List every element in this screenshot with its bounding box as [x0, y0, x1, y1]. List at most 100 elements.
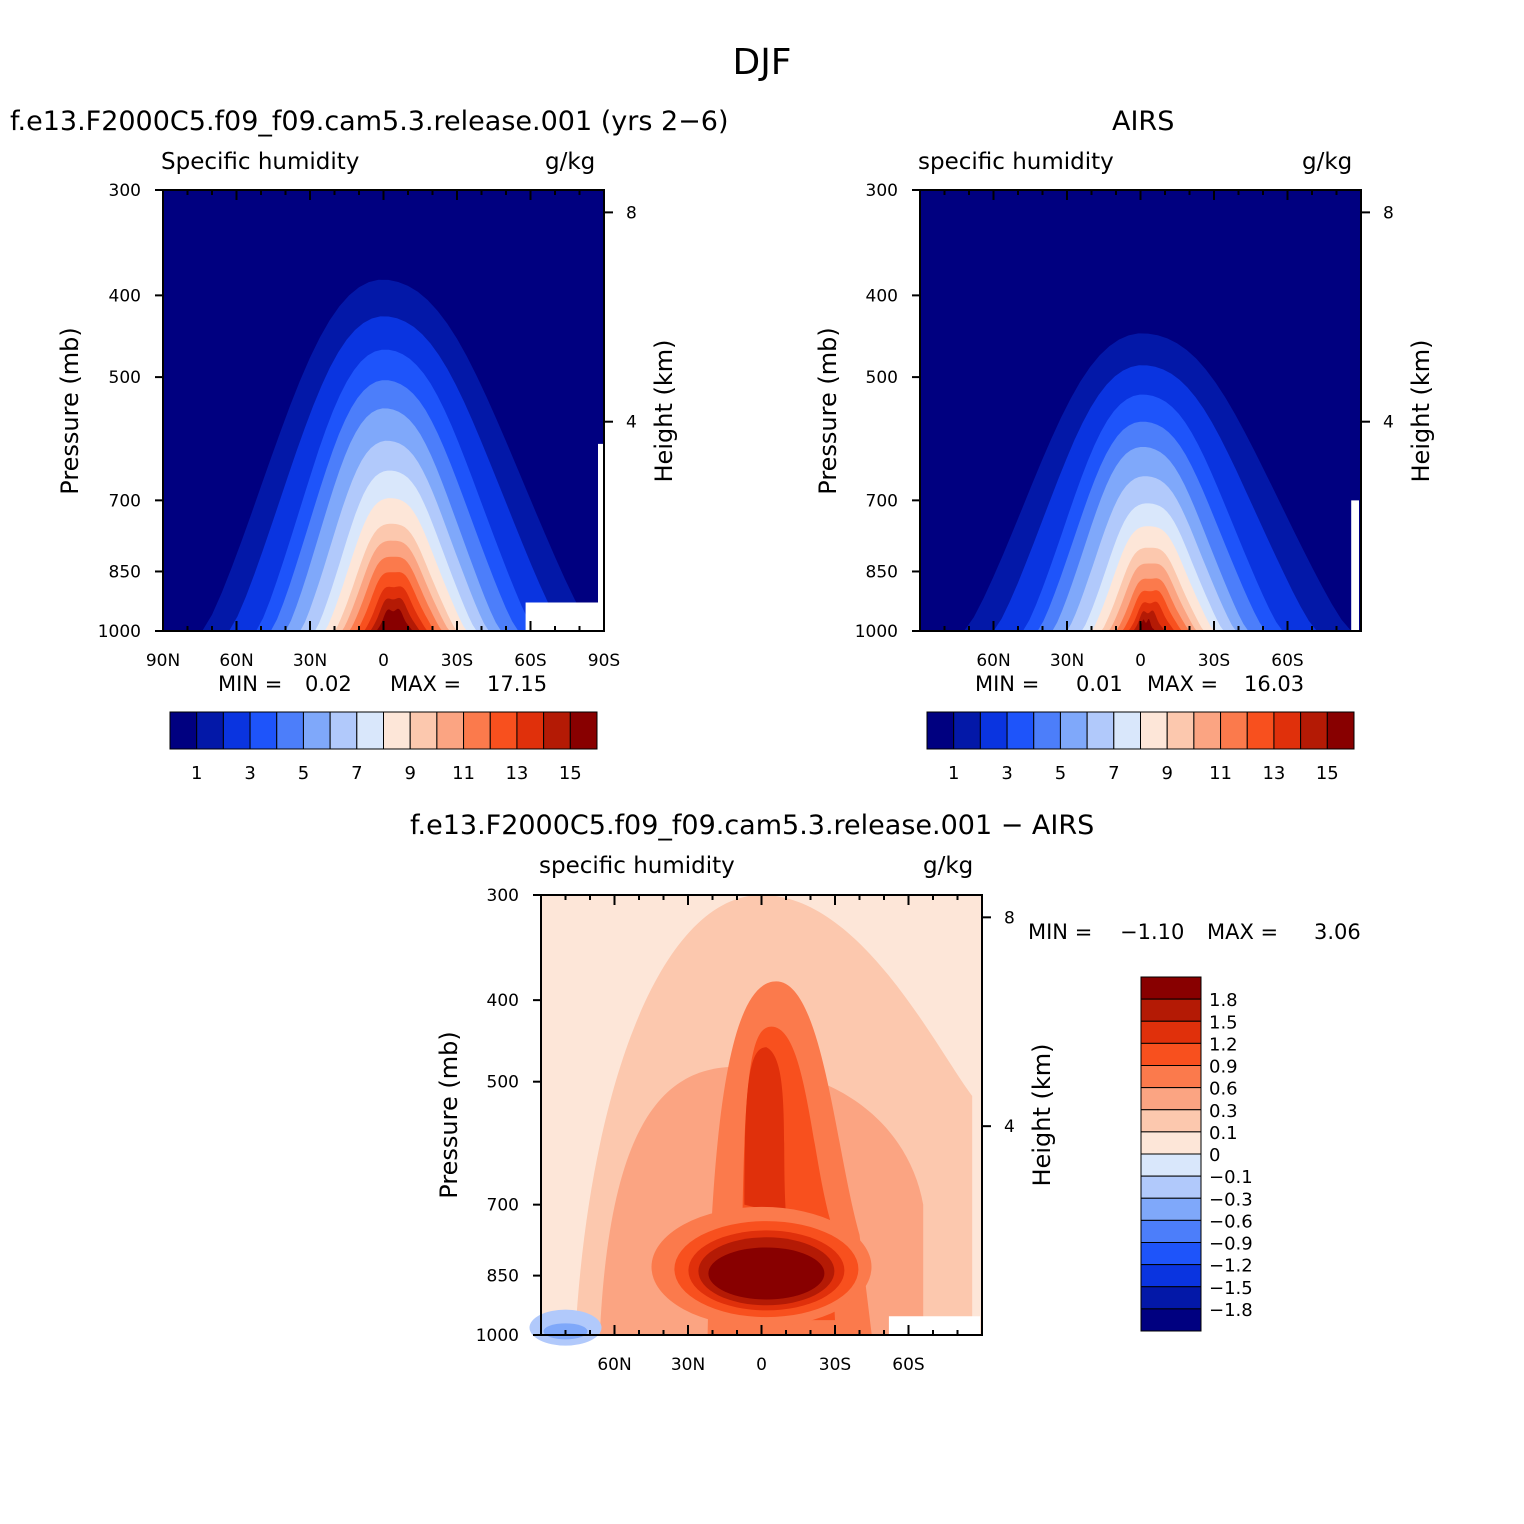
- model-colorbar-label: 1: [191, 763, 202, 784]
- model-y-tick-label: 850: [109, 562, 141, 582]
- model-x-tick-label: 60S: [514, 651, 546, 671]
- diff-variable-label: specific humidity: [539, 853, 735, 879]
- obs-y-tick-label: 1000: [855, 622, 898, 642]
- contour-fill-16: [1138, 622, 1153, 631]
- model-colorbar-box: [543, 711, 571, 750]
- obs-colorbar-box: [1006, 711, 1035, 750]
- diff-y-tick-label: 300: [487, 886, 519, 906]
- obs-min-label: MIN =: [975, 672, 1040, 696]
- model-colorbar-box: [169, 711, 198, 750]
- model-panel-title: f.e13.F2000C5.f09_f09.cam5.3.release.001…: [10, 106, 729, 137]
- diff-colorbar-box: [1140, 1065, 1202, 1089]
- diff-colorbar-box: [1140, 1109, 1202, 1133]
- obs-colorbar-label: 1: [948, 763, 959, 784]
- diff-colorbar-box: [1140, 1131, 1202, 1155]
- diff-colorbar-label: 0: [1209, 1145, 1220, 1166]
- diff-axes: 300 400 500 700 850 1000 8 4 60N 30N 0 30S 60S: [476, 886, 1015, 1375]
- obs-min-value: 0.01: [1076, 672, 1123, 696]
- diff-colorbar-label: 1.5: [1209, 1012, 1238, 1033]
- diff-colorbar-box: [1140, 976, 1202, 1000]
- model-colorbar-box: [516, 711, 545, 750]
- model-plot: [163, 190, 604, 631]
- model-missing-strip: [598, 443, 604, 631]
- diff-colorbar-label: 1.8: [1209, 990, 1238, 1011]
- model-colorbar-box: [383, 711, 411, 750]
- diff-colorbar: 1.81.51.20.90.60.30.10−0.1−0.3−0.6−0.9−1…: [1140, 976, 1253, 1332]
- diff-min-value: −1.10: [1120, 920, 1185, 944]
- diff-x-tick-label: 60S: [892, 1355, 924, 1375]
- model-colorbar-box: [196, 711, 224, 750]
- model-colorbar-box: [409, 711, 438, 750]
- diff-x-tick-label: 30S: [819, 1355, 851, 1375]
- model-colorbar-box: [356, 711, 384, 750]
- diff-x-tick-label: 0: [756, 1355, 767, 1375]
- diff-colorbar-box: [1140, 1153, 1202, 1177]
- diff-colorbar-box: [1140, 1087, 1202, 1111]
- model-colorbar-label: 15: [559, 763, 582, 784]
- model-colorbar-box: [276, 711, 304, 750]
- obs-units-label: g/kg: [1302, 149, 1353, 175]
- obs-missing-region: [1351, 500, 1359, 631]
- diff-colorbar-box: [1140, 1219, 1202, 1243]
- obs-colorbar-box: [1273, 711, 1302, 750]
- diff-x-tick-label: 30N: [671, 1355, 705, 1375]
- obs-colorbar-box: [1140, 711, 1168, 750]
- model-y-tick-label: 500: [109, 368, 141, 388]
- diff-colorbar-label: −0.3: [1209, 1189, 1253, 1210]
- diff-colorbar-label: 0.3: [1209, 1101, 1238, 1122]
- diff-max-label: MAX =: [1207, 920, 1279, 944]
- diff-colorbar-box: [1140, 1242, 1202, 1266]
- model-colorbar: 1 3 5 7 9 11 13 15: [169, 711, 598, 784]
- diff-colorbar-label: −0.6: [1209, 1211, 1253, 1232]
- obs-colorbar-box: [1193, 711, 1222, 750]
- diff-y-tick-label: 400: [487, 991, 519, 1011]
- obs-max-value: 16.03: [1244, 672, 1305, 696]
- diff-colorbar-box: [1140, 1286, 1202, 1310]
- obs-colorbar-label: 7: [1108, 763, 1119, 784]
- model-y-tick-label: 1000: [98, 622, 141, 642]
- model-min-value: 0.02: [305, 672, 352, 696]
- diff-colorbar-label: −1.2: [1209, 1256, 1253, 1277]
- model-variable-label: Specific humidity: [161, 149, 360, 175]
- model-axes: 300 400 500 700 850 1000 8 4 90N 60N 30N 0 30S 60S 90S: [98, 181, 637, 671]
- model-colorbar-box: [329, 711, 358, 750]
- obs-panel-title: AIRS: [1112, 106, 1175, 137]
- obs-x-tick-label: 30N: [1050, 651, 1084, 671]
- obs-colorbar-label: 9: [1161, 763, 1172, 784]
- diff-colorbar-label: −0.9: [1209, 1234, 1253, 1255]
- model-colorbar-box: [249, 711, 278, 750]
- diff-colorbar-label: −1.8: [1209, 1300, 1253, 1321]
- obs-colorbar-box: [953, 711, 981, 750]
- model-colorbar-box: [463, 711, 491, 750]
- model-y-tick-label: 400: [109, 286, 141, 306]
- obs-y-tick-label: 850: [866, 562, 898, 582]
- diff-colorbar-box: [1140, 1197, 1202, 1221]
- diff-colorbar-box: [1140, 1264, 1202, 1288]
- diff-colorbar-box: [1140, 998, 1202, 1022]
- obs-colorbar-label: 11: [1209, 763, 1232, 784]
- obs-colorbar-box: [1246, 711, 1275, 750]
- obs-colorbar-label: 5: [1055, 763, 1066, 784]
- obs-y-tick-label: 700: [866, 491, 898, 511]
- diff-y-tick-label: 700: [487, 1196, 519, 1216]
- diff-y-tick-label: 500: [487, 1073, 519, 1093]
- obs-variable-label: specific humidity: [918, 149, 1114, 175]
- obs-colorbar-box: [926, 711, 955, 750]
- model-x-tick-label: 60N: [219, 651, 253, 671]
- diff-y2-tick-label: 4: [1004, 1117, 1015, 1137]
- diff-max-value: 3.06: [1314, 920, 1361, 944]
- diff-y-tick-label: 850: [487, 1267, 519, 1287]
- diff-colorbar-box: [1140, 1042, 1202, 1066]
- model-colorbar-box: [436, 711, 465, 750]
- obs-x-tick-label: 0: [1135, 651, 1146, 671]
- obs-colorbar-box: [1326, 711, 1355, 750]
- diff-units-label: g/kg: [923, 853, 974, 879]
- obs-colorbar-box: [1033, 711, 1061, 750]
- diff-colorbar-label: 1.2: [1209, 1034, 1238, 1055]
- obs-x-tick-label: 60N: [976, 651, 1010, 671]
- diff-min-label: MIN =: [1028, 920, 1093, 944]
- obs-y-tick-label: 300: [866, 181, 898, 201]
- model-colorbar-box: [489, 711, 518, 750]
- model-x-tick-label: 30N: [293, 651, 327, 671]
